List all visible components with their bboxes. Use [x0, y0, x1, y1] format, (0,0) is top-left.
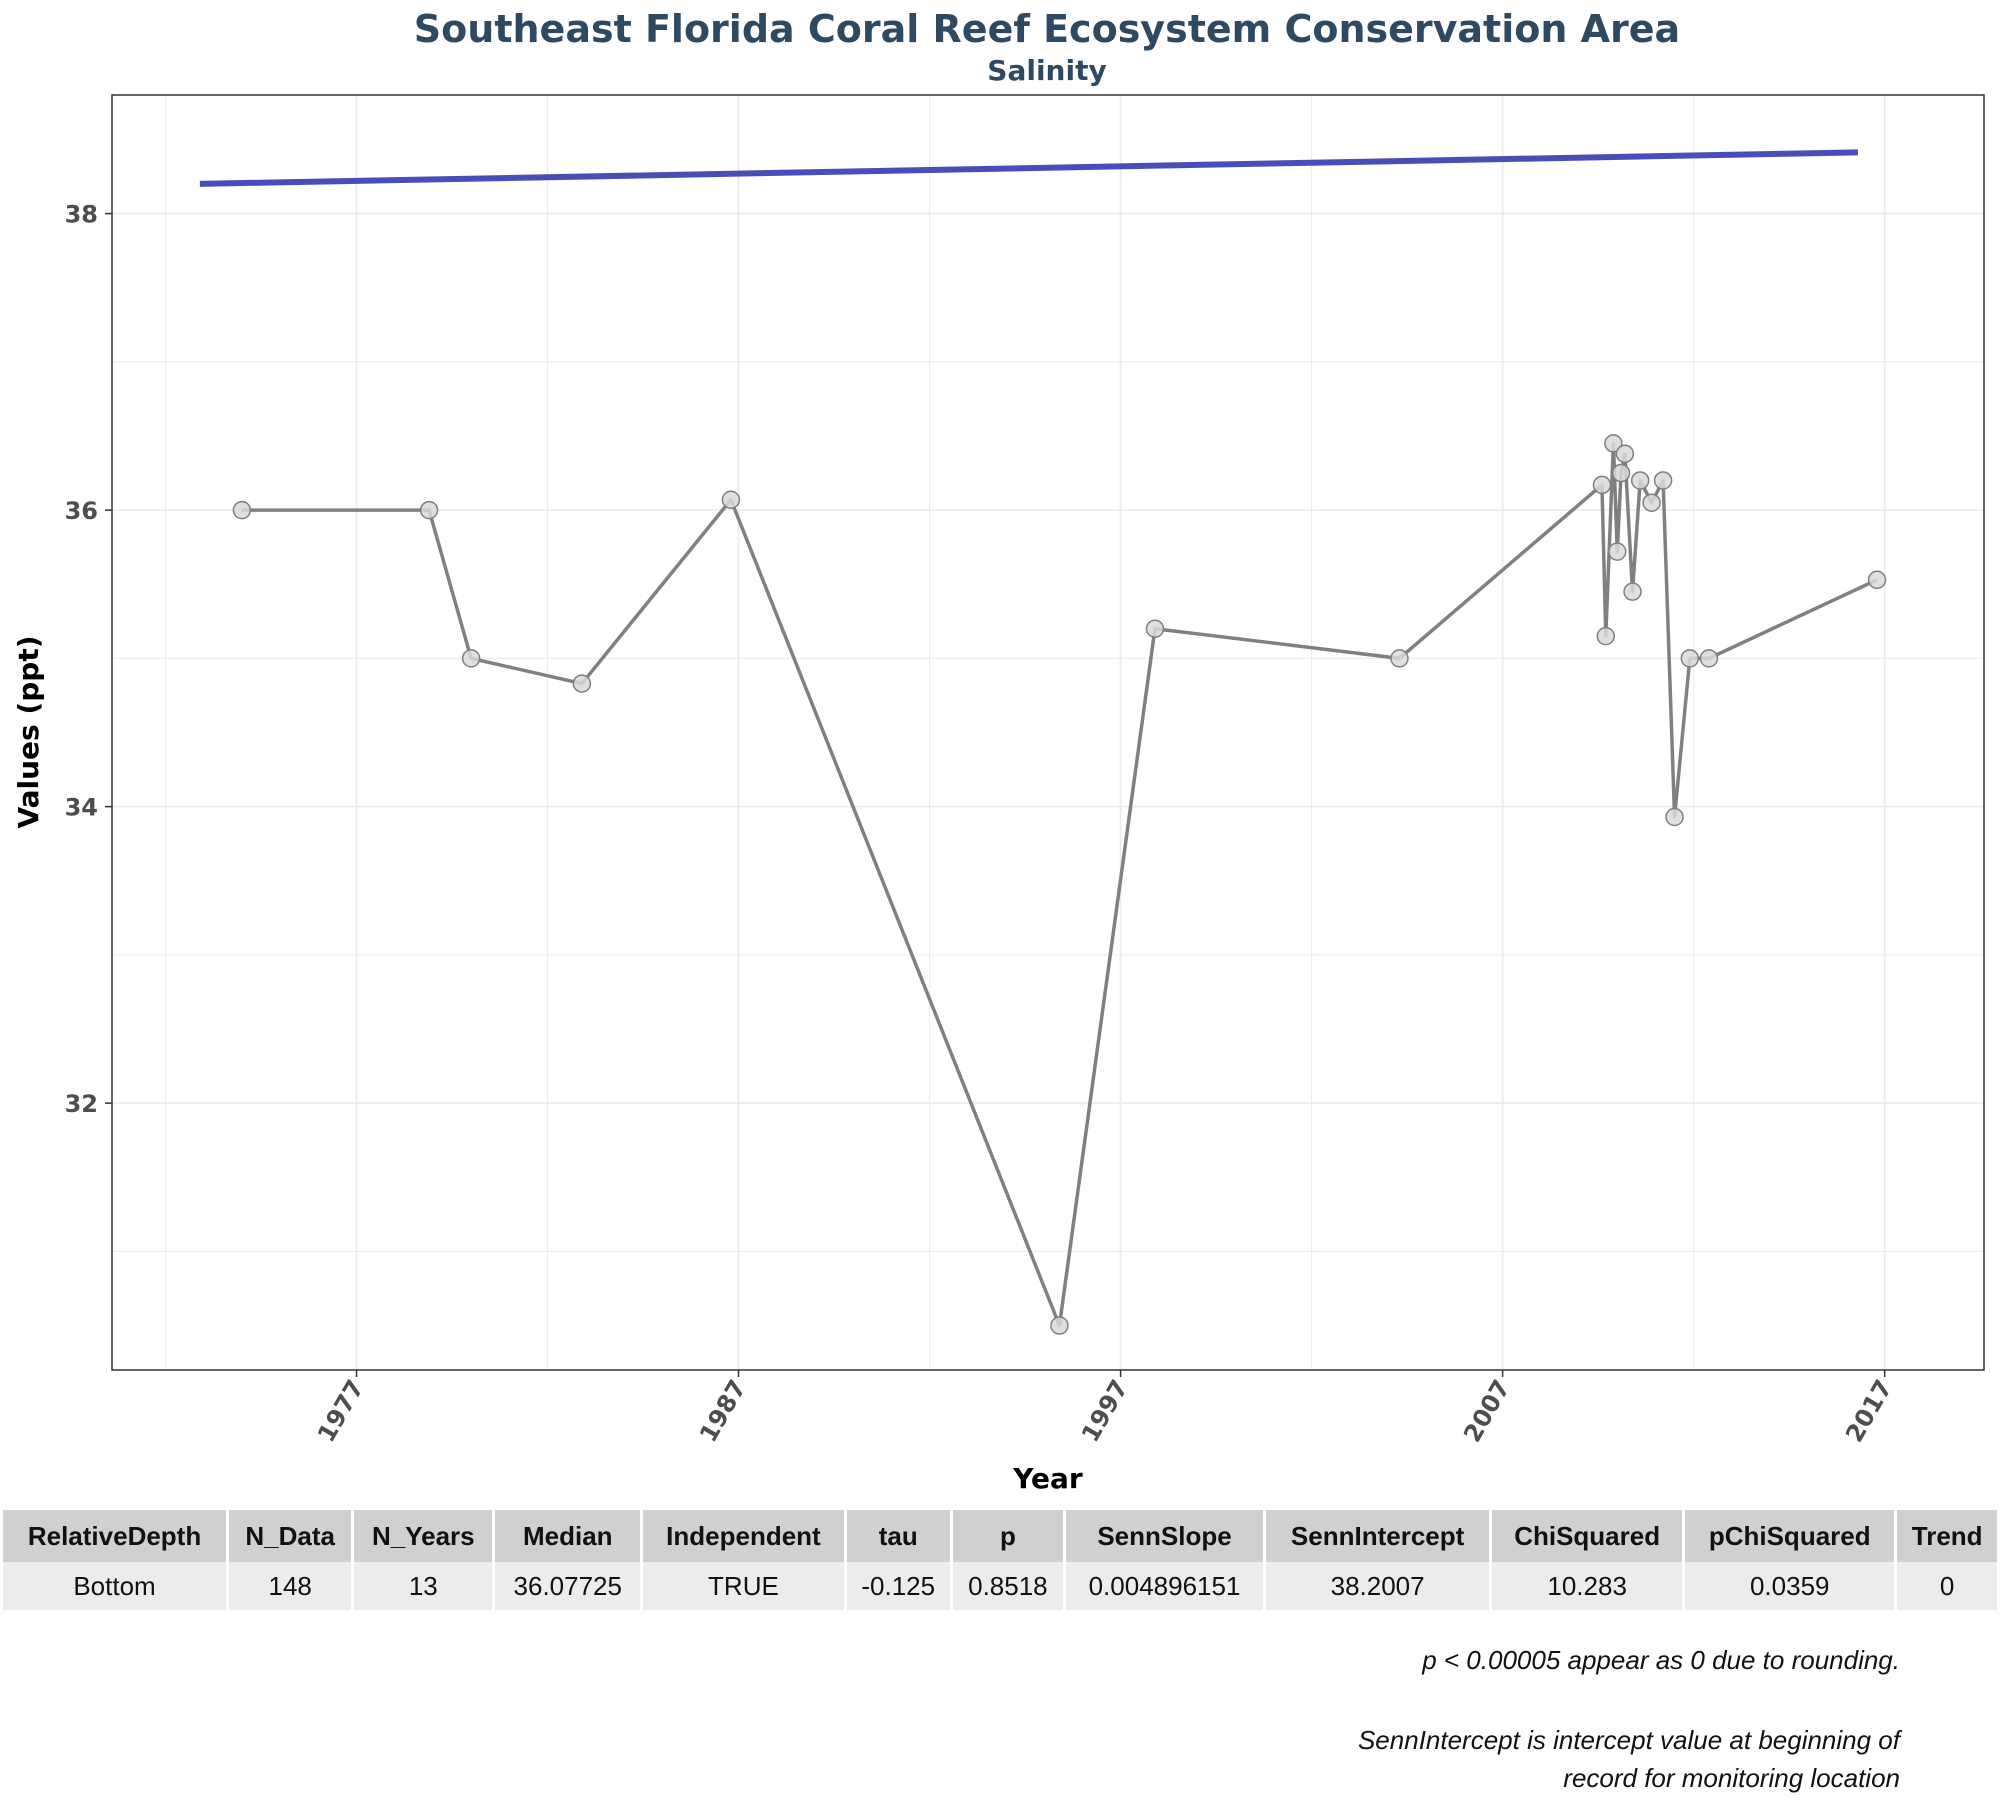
intercept-note-line1: SennIntercept is intercept value at begi…: [1357, 1725, 1900, 1755]
table-cell: 0: [1897, 1562, 1997, 1610]
table-header-cell: SennIntercept: [1266, 1510, 1490, 1562]
table-header-cell: Median: [495, 1510, 641, 1562]
data-point: [1642, 493, 1661, 512]
table-body: Bottom 148 13 36.07725 TRUE -0.125 0.8518 0.004…: [3, 1562, 1997, 1610]
table-cell: 36.07725: [495, 1562, 641, 1610]
table-cell: 0.004896151: [1065, 1562, 1264, 1610]
table-cell: 13: [354, 1562, 493, 1610]
trend-line: [199, 149, 1858, 187]
y-tick-label: 38: [65, 201, 98, 229]
data-point: [1050, 1316, 1069, 1335]
data-point: [232, 500, 252, 520]
chart-subtitle: Salinity: [987, 54, 1106, 87]
data-point: [1604, 434, 1623, 453]
tick-labels: 32 34 36 38 1977 1987 1997 2007 2017: [65, 201, 1898, 1447]
data-point: [1665, 807, 1684, 827]
data-point: [1607, 542, 1627, 561]
y-tick-label: 34: [65, 794, 98, 822]
data-point: [1390, 649, 1409, 668]
salinity-line: [241, 441, 1878, 1328]
table-header-cell: SennSlope: [1065, 1510, 1264, 1562]
trend-stats-table: RelativeDepth N_Data N_Years Median Independ…: [0, 1510, 2000, 1610]
x-tick-label: 1977: [312, 1375, 370, 1447]
data-point: [1623, 582, 1642, 601]
table-header-cell: N_Data: [229, 1510, 352, 1562]
table-header-cell: Trend: [1897, 1510, 1997, 1562]
table-cell: Bottom: [3, 1562, 227, 1610]
table-cell: 0.8518: [952, 1562, 1063, 1610]
data-point: [1630, 471, 1650, 490]
data-point: [572, 674, 592, 693]
data-layer: [199, 149, 1887, 1335]
chart-title: Southeast Florida Coral Reef Ecosystem C…: [414, 7, 1680, 51]
x-tick-label: 1987: [694, 1375, 752, 1447]
data-point: [1145, 619, 1165, 638]
salinity-chart: Southeast Florida Coral Reef Ecosystem C…: [12, 7, 1985, 1495]
x-tick-label: 2017: [1840, 1375, 1898, 1447]
table-row: Bottom 148 13 36.07725 TRUE -0.125 0.8518 0.004…: [3, 1562, 1997, 1610]
intercept-note-line2: record for monitoring location: [1563, 1763, 1900, 1793]
y-axis-title: Values (ppt): [12, 635, 45, 828]
data-point: [1699, 649, 1719, 668]
x-tick-label: 2007: [1458, 1375, 1516, 1447]
table-cell: TRUE: [643, 1562, 844, 1610]
table-cell: -0.125: [846, 1562, 950, 1610]
data-point: [1615, 444, 1635, 464]
plot-border: [111, 94, 1985, 1371]
table-cell: 38.2007: [1266, 1562, 1490, 1610]
grid-lines: [112, 95, 1984, 1370]
x-axis-title: Year: [1012, 1462, 1083, 1495]
data-point: [721, 490, 741, 509]
table-header-cell: pChiSquared: [1685, 1510, 1895, 1562]
y-tick-label: 32: [65, 1090, 98, 1118]
rounding-note: p < 0.00005 appear as 0 due to rounding.: [1422, 1645, 1900, 1675]
data-point: [419, 500, 439, 520]
x-tick-label: 1997: [1076, 1375, 1134, 1447]
data-point: [1680, 649, 1700, 668]
table-cell: 0.0359: [1685, 1562, 1895, 1610]
data-point: [1596, 626, 1616, 646]
table-cell: 148: [229, 1562, 352, 1610]
y-tick-label: 36: [65, 497, 98, 525]
table-header-cell: p: [952, 1510, 1063, 1562]
table-cell: 10.283: [1492, 1562, 1683, 1610]
data-point: [1867, 570, 1887, 590]
data-point: [1592, 475, 1612, 495]
table-header-cell: tau: [846, 1510, 950, 1562]
data-point: [1653, 471, 1673, 490]
table-header-row: RelativeDepth N_Data N_Years Median Independ…: [3, 1510, 1997, 1562]
table-header-cell: ChiSquared: [1492, 1510, 1683, 1562]
data-point: [461, 649, 481, 668]
table-header-cell: RelativeDepth: [3, 1510, 227, 1562]
data-point: [1611, 463, 1631, 483]
table-header-cell: Independent: [643, 1510, 844, 1562]
table-header-cell: N_Years: [354, 1510, 493, 1562]
